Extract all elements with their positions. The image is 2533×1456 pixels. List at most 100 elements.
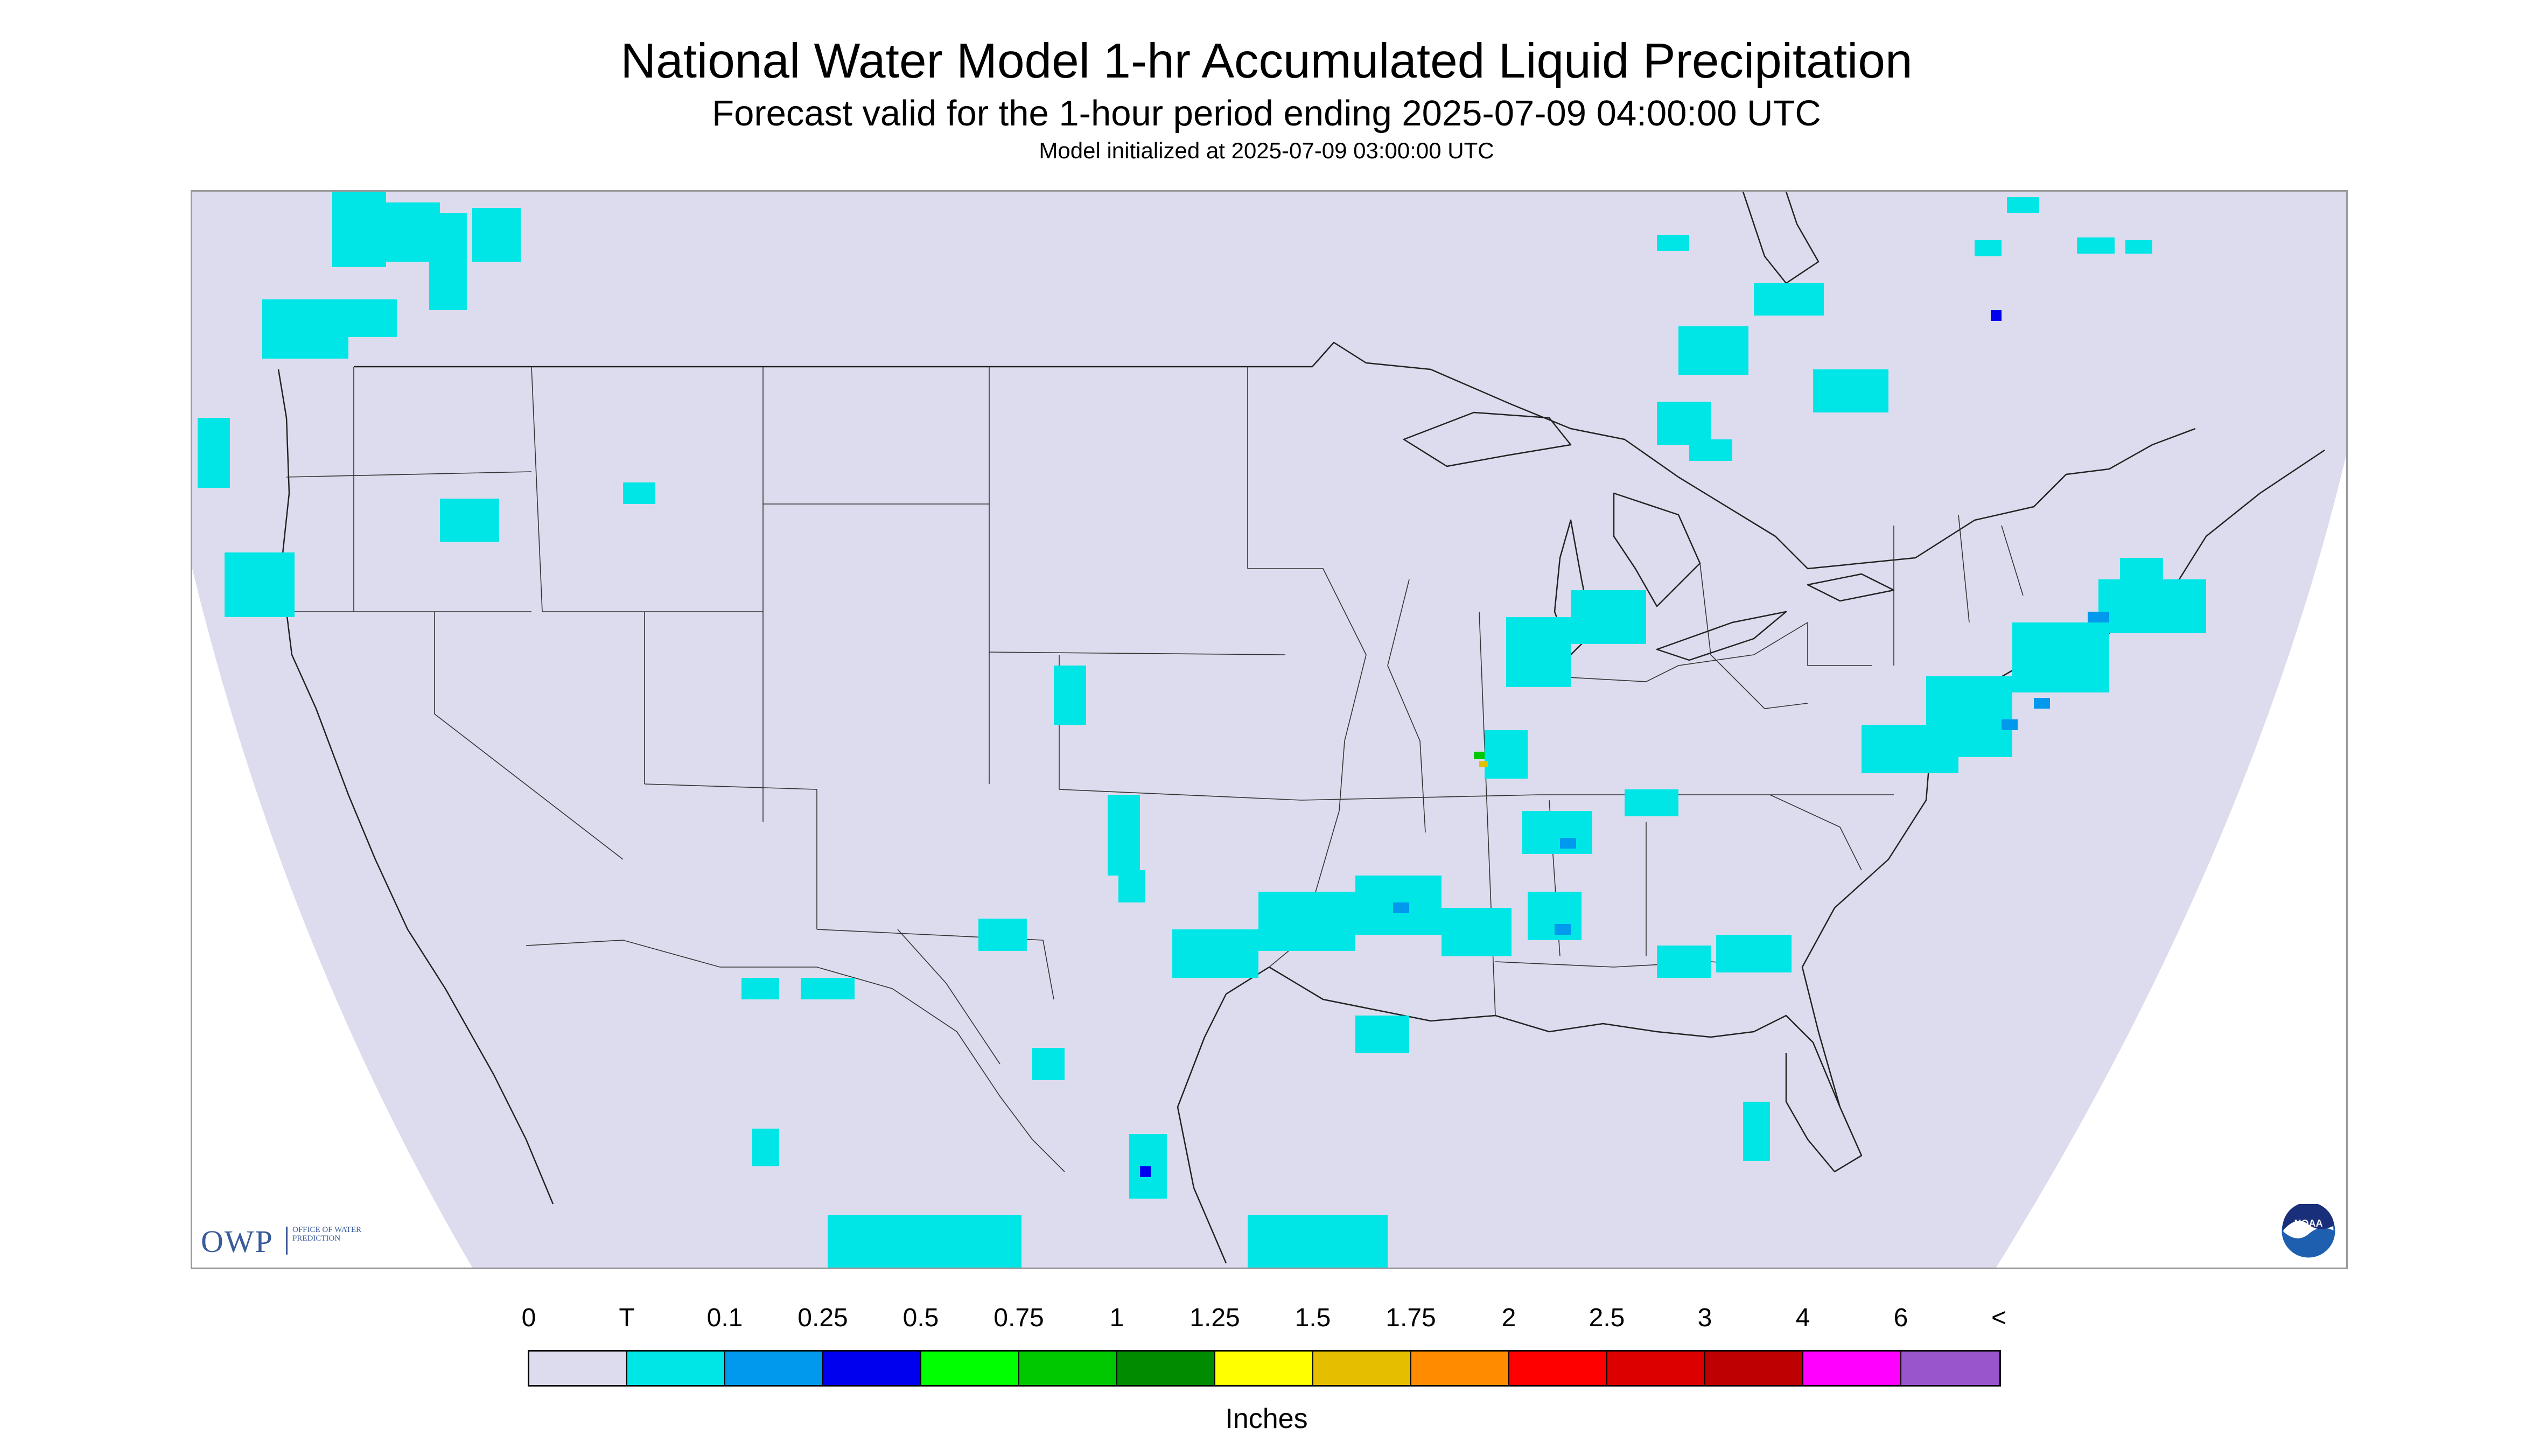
precip-cell (1625, 789, 1678, 816)
legend-tick-label: 2.5 (1589, 1304, 1625, 1332)
noaa-logo-icon: NOAA (2282, 1204, 2335, 1258)
precip-cell (1716, 935, 1792, 972)
mexico-coast (1177, 993, 1227, 1264)
precip-cell (1485, 730, 1528, 779)
precip-cell (1657, 235, 1689, 251)
legend-swatch (1705, 1352, 1803, 1385)
precip-cell (1442, 908, 1512, 956)
precip-core (1140, 1166, 1151, 1177)
precip-cell (472, 208, 521, 262)
precip-cell (1522, 811, 1592, 854)
legend-tick-label: 0.5 (902, 1304, 939, 1332)
legend-swatch (1411, 1352, 1509, 1385)
precip-cell (225, 552, 295, 617)
legend-swatch (725, 1352, 823, 1385)
precip-cell (1172, 929, 1258, 978)
legend-swatch (1509, 1352, 1607, 1385)
precip-cell (1118, 870, 1145, 902)
state-line (1549, 622, 1862, 957)
precip-cell (198, 418, 230, 488)
precip-cell (741, 978, 779, 999)
boundaries (277, 192, 2325, 1264)
precip-core (2002, 719, 2018, 730)
precip-cell (801, 978, 855, 999)
lake-superior (1403, 411, 1572, 467)
model-init-line: Model initialized at 2025-07-09 03:00:00… (1039, 138, 1494, 163)
precip-cell (752, 1129, 779, 1166)
legend-swatch (1117, 1352, 1215, 1385)
precip-cell (1754, 283, 1824, 316)
legend-swatch (529, 1352, 627, 1385)
precipitation-map (192, 192, 2346, 1268)
precip-cell (2120, 558, 2163, 590)
legend-swatch (921, 1352, 1019, 1385)
precip-cell (623, 482, 655, 504)
precip-cell (2007, 197, 2039, 213)
precip-cell (1108, 795, 1140, 876)
legend-swatch (627, 1352, 725, 1385)
legend-tick-label: 0 (521, 1304, 536, 1332)
state-line (1059, 579, 1894, 1016)
precip-cell (2077, 237, 2115, 254)
legend-swatch (1215, 1352, 1313, 1385)
precip-cell (1678, 326, 1748, 375)
precip-cell (1743, 1102, 1770, 1161)
legend-tick-label: 4 (1795, 1304, 1810, 1332)
state-line (286, 471, 1286, 822)
mexico-border (526, 940, 1065, 1172)
precip-cell (262, 299, 348, 359)
precip-core (1560, 838, 1576, 849)
legend-tick-label: T (619, 1304, 635, 1332)
legend-tick-label: 0.25 (797, 1304, 848, 1332)
precip-core (1991, 310, 2002, 321)
state-line (1699, 514, 2024, 709)
precipitation-cells (198, 192, 2206, 1268)
legend-swatch (1901, 1352, 1999, 1385)
owp-logo-divider (286, 1227, 288, 1255)
owp-logo: OWP OFFICE OF WATER PREDICTION (201, 1223, 379, 1261)
precip-cell (2125, 240, 2152, 254)
legend-tick-label: 3 (1697, 1304, 1712, 1332)
precip-cell (828, 1215, 1021, 1268)
legend-tick-label: 1.5 (1295, 1304, 1331, 1332)
lake-erie (1656, 611, 1787, 661)
legend-tick-label: 1 (1109, 1304, 1124, 1332)
legend-units: Inches (1225, 1403, 1308, 1434)
precip-core (2088, 612, 2109, 622)
map-title: National Water Model 1-hr Accumulated Li… (620, 34, 1913, 88)
precip-core (1555, 924, 1571, 935)
precip-cell (1571, 590, 1646, 644)
state-line (289, 611, 1060, 941)
model-domain (192, 192, 2346, 1268)
precip-cell (1975, 240, 2002, 256)
lake-huron (1613, 492, 1701, 607)
noaa-logo-text: NOAA (2294, 1218, 2323, 1229)
precip-core (1479, 761, 1488, 767)
precip-cell (348, 299, 397, 337)
precip-cell (1657, 402, 1711, 445)
precip-cell (365, 202, 440, 262)
us-canada-border (354, 341, 2196, 570)
map-panel[interactable]: OWP OFFICE OF WATER PREDICTION NOAA (191, 190, 2348, 1269)
precip-cell (429, 213, 467, 310)
map-subtitle: Forecast valid for the 1-hour period end… (712, 93, 1821, 134)
precip-cell (1506, 617, 1571, 687)
legend-tick-label: 0.1 (706, 1304, 743, 1332)
precip-cell (1032, 1048, 1065, 1080)
legend-tick-label: < (1991, 1304, 2007, 1332)
owp-logo-mark: OWP (201, 1224, 274, 1259)
precip-cell (1813, 369, 1888, 412)
precip-cell (1258, 892, 1355, 951)
state-line (353, 366, 1248, 784)
legend-swatch (1019, 1352, 1117, 1385)
legend-tick-label: 2 (1501, 1304, 1516, 1332)
legend-swatch (1313, 1352, 1411, 1385)
hudson-bay-edge (1742, 192, 1820, 284)
precip-cell (1355, 1016, 1409, 1053)
legend-swatch (823, 1352, 921, 1385)
owp-logo-text: OFFICE OF WATER PREDICTION (292, 1226, 362, 1243)
precip-cell (1689, 439, 1732, 461)
precip-cell (1054, 666, 1086, 725)
gulf-coast (1226, 966, 1863, 1173)
legend-tick-label: 6 (1893, 1304, 1908, 1332)
